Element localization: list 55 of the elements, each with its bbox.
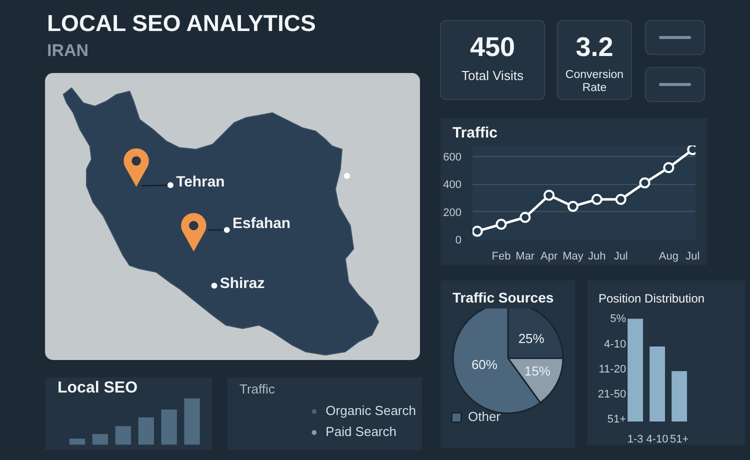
point <box>567 200 578 212</box>
chart-title: Traffic <box>452 124 498 142</box>
text: Conversion Rate <box>564 69 625 95</box>
legend-label: Paid Search <box>326 424 396 439</box>
text: Esfahan <box>232 215 291 232</box>
text: Shiraz <box>220 274 265 292</box>
text: Traffic <box>240 382 276 396</box>
x-tick-label: Mar <box>516 250 535 262</box>
text: 3.2 <box>574 32 614 62</box>
x-tick-label: May <box>562 250 584 262</box>
x-tick-label: Jul <box>686 250 700 262</box>
point <box>544 190 555 201</box>
x-tick-label: Juh <box>588 250 606 262</box>
bar <box>138 417 154 445</box>
x-tick-label: Jul <box>614 250 628 262</box>
bar <box>184 398 200 445</box>
annotation: 51+ <box>607 413 626 426</box>
text: Tehran <box>176 173 225 190</box>
data-label: 60% <box>471 357 498 372</box>
x-tick-label: 4-10 <box>646 434 668 446</box>
chart-title: Traffic Sources <box>452 290 554 306</box>
x-tick-label: 51+ <box>670 434 689 446</box>
point <box>472 226 483 237</box>
x-tick-label: 1-3 <box>627 434 644 446</box>
x-tick-label: Apr <box>540 250 558 262</box>
y-tick-label: 0 <box>455 234 462 246</box>
x-tick-label: Feb <box>492 250 511 262</box>
chart-title: Local SEO <box>58 380 138 396</box>
bar <box>92 434 108 445</box>
y-tick-label: 200 <box>443 206 462 219</box>
text: Total Visits <box>460 68 524 83</box>
bar <box>161 409 177 445</box>
annotation: 21-50 <box>598 388 626 400</box>
legend-label: Organic Search <box>326 403 416 418</box>
x-tick-label: Aug <box>658 250 678 262</box>
point <box>639 177 650 188</box>
point <box>615 194 626 205</box>
text: IRAN <box>47 41 89 61</box>
chart-title: Position Distribution <box>598 292 705 306</box>
point <box>663 162 674 174</box>
bar <box>115 426 131 445</box>
data-label: 25% <box>518 331 545 346</box>
bar <box>69 438 86 445</box>
data-label: 15% <box>524 363 551 378</box>
point <box>520 212 531 223</box>
legend-label: Other <box>468 409 501 424</box>
point <box>591 194 602 205</box>
point <box>496 218 507 230</box>
annotation: 11-20 <box>598 364 626 376</box>
annotation: 4-10 <box>604 338 626 351</box>
text: LOCAL SEO ANALYTICS <box>47 10 316 36</box>
annotation: 5% <box>610 312 626 325</box>
y-tick-label: 400 <box>443 179 462 192</box>
text: 450 <box>468 32 516 62</box>
y-tick-label: 600 <box>443 152 462 164</box>
